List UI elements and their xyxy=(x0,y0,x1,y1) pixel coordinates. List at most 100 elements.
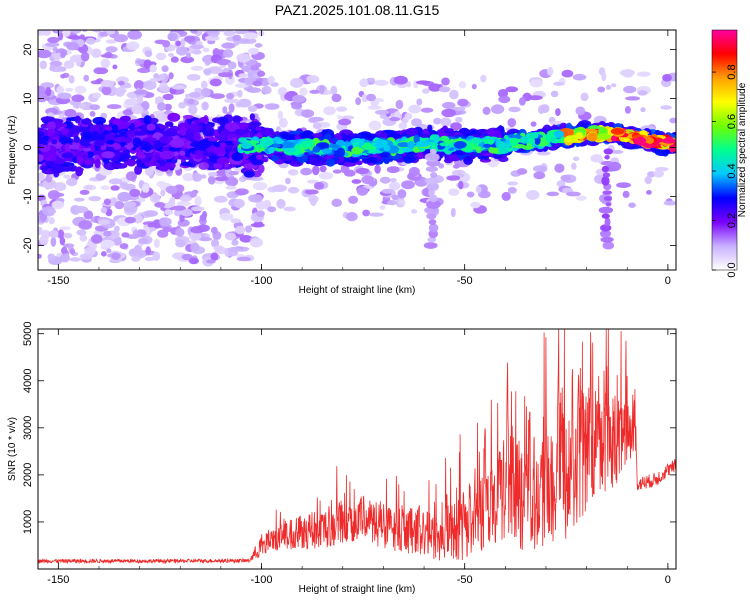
spectrogram-cell xyxy=(553,81,564,86)
spectrogram-y-tick-label: -10 xyxy=(22,189,34,205)
snr-series-line xyxy=(37,328,677,565)
spectrogram-cell xyxy=(283,147,297,153)
spectrogram-cell xyxy=(383,144,391,152)
spectrogram-cell xyxy=(491,104,505,115)
spectrogram-cell xyxy=(181,253,193,261)
spectrogram-cell xyxy=(76,155,84,166)
spectrogram-cell xyxy=(225,185,237,190)
spectrogram-cell xyxy=(366,93,376,102)
spectrogram-cell xyxy=(59,226,71,231)
spectrogram-cell xyxy=(427,182,439,191)
spectrogram-cell xyxy=(526,132,539,139)
spectrogram-cell xyxy=(281,141,296,149)
spectrogram-cell xyxy=(381,188,395,194)
spectrogram-cell xyxy=(271,155,279,162)
spectrogram-cell xyxy=(60,51,66,58)
spectrogram-cell xyxy=(132,137,142,148)
spectrogram-cell xyxy=(182,114,194,119)
spectrogram-cell xyxy=(45,87,52,97)
spectrogram-cell xyxy=(58,137,73,145)
spectrogram-cell xyxy=(213,245,224,252)
spectrogram-cell xyxy=(153,73,160,80)
spectrogram-cell xyxy=(135,229,147,238)
spectrogram-cell xyxy=(272,143,282,148)
spectrogram-cell xyxy=(199,214,207,222)
spectrogram-cell xyxy=(527,137,536,145)
spectrogram-cell xyxy=(538,105,545,114)
spectrogram-cell xyxy=(227,246,242,253)
spectrogram-cell xyxy=(397,189,407,199)
spectrogram-cell xyxy=(42,135,50,140)
spectrogram-cell xyxy=(61,152,74,159)
spectrogram-cell xyxy=(115,87,125,97)
spectrogram-cell xyxy=(218,30,226,33)
spectrogram-cell xyxy=(415,140,430,147)
spectrogram-cell xyxy=(162,93,174,101)
spectrogram-cell xyxy=(38,172,45,182)
spectrogram-cell xyxy=(79,253,94,260)
spectrogram-cell xyxy=(483,138,495,146)
spectrogram-y-tick-label: 20 xyxy=(22,43,34,55)
spectrogram-cell xyxy=(133,80,145,90)
spectrogram-cell xyxy=(304,189,319,195)
spectrogram-cell xyxy=(404,112,413,120)
spectrogram-cell xyxy=(100,80,115,88)
snr-frame xyxy=(37,328,677,570)
spectrogram-cell xyxy=(184,133,195,141)
spectrogram-cell xyxy=(100,207,108,214)
spectrogram-cell xyxy=(604,217,611,227)
spectrogram-x-tick-label: 0 xyxy=(665,275,671,287)
spectrogram-cell xyxy=(306,179,319,184)
spectrogram-cell xyxy=(141,183,150,194)
spectrogram-cell xyxy=(440,117,452,127)
spectrogram-cell xyxy=(309,156,319,166)
colorbar-label: Normalized spectral amplitude xyxy=(737,82,748,217)
spectrogram-cell xyxy=(192,49,202,55)
spectrogram-cell xyxy=(85,37,96,45)
spectrogram-cell xyxy=(625,96,641,101)
spectrogram-cell xyxy=(57,229,65,239)
spectrogram-cell xyxy=(601,71,607,82)
spectrogram-cell xyxy=(39,60,48,70)
spectrogram-cell xyxy=(669,143,676,153)
spectrogram-cell xyxy=(168,147,183,152)
spectrogram-cell xyxy=(475,186,482,194)
spectrogram-cell xyxy=(560,174,571,182)
spectrogram-cell xyxy=(68,75,75,84)
spectrogram-cell xyxy=(93,140,105,147)
spectrogram-cell xyxy=(219,118,226,127)
spectrogram-cell xyxy=(292,94,306,103)
spectrogram-cell xyxy=(60,74,66,79)
spectrogram-cell xyxy=(471,83,477,90)
spectrogram-y-tick-label: 0 xyxy=(22,144,34,150)
spectrogram-cell xyxy=(38,85,46,95)
spectrogram-cell xyxy=(203,68,212,75)
spectrogram-cell xyxy=(83,210,94,220)
spectrogram-cell xyxy=(63,174,71,179)
spectrogram-cell xyxy=(603,196,613,201)
spectrogram-cell xyxy=(361,175,375,185)
spectrogram-cell xyxy=(104,51,113,59)
spectrogram-cell xyxy=(157,102,167,111)
spectrogram-cell xyxy=(287,186,300,194)
spectrogram-cell xyxy=(300,167,313,176)
spectrogram-cell xyxy=(190,65,204,71)
spectrogram-cell xyxy=(50,236,57,247)
spectrogram-cell xyxy=(501,191,511,201)
spectrogram-cell xyxy=(238,30,245,33)
spectrogram-cell xyxy=(74,197,85,202)
spectrogram-cell xyxy=(386,166,400,174)
colorbar-gradient xyxy=(711,29,738,271)
spectrogram-cell xyxy=(507,186,517,194)
spectrogram-cell xyxy=(624,106,631,114)
spectrogram-cell xyxy=(424,152,440,162)
colorbar-tick-label: 0.0 xyxy=(726,262,738,277)
spectrogram-cell xyxy=(391,194,399,201)
spectrogram-cell xyxy=(407,141,415,149)
spectrogram-cell xyxy=(423,242,438,249)
spectrogram-cell xyxy=(184,35,196,43)
spectrogram-cell xyxy=(94,158,101,169)
spectrogram-cell xyxy=(191,173,203,182)
spectrogram-cell xyxy=(376,155,383,162)
spectrogram-cell xyxy=(246,87,262,93)
